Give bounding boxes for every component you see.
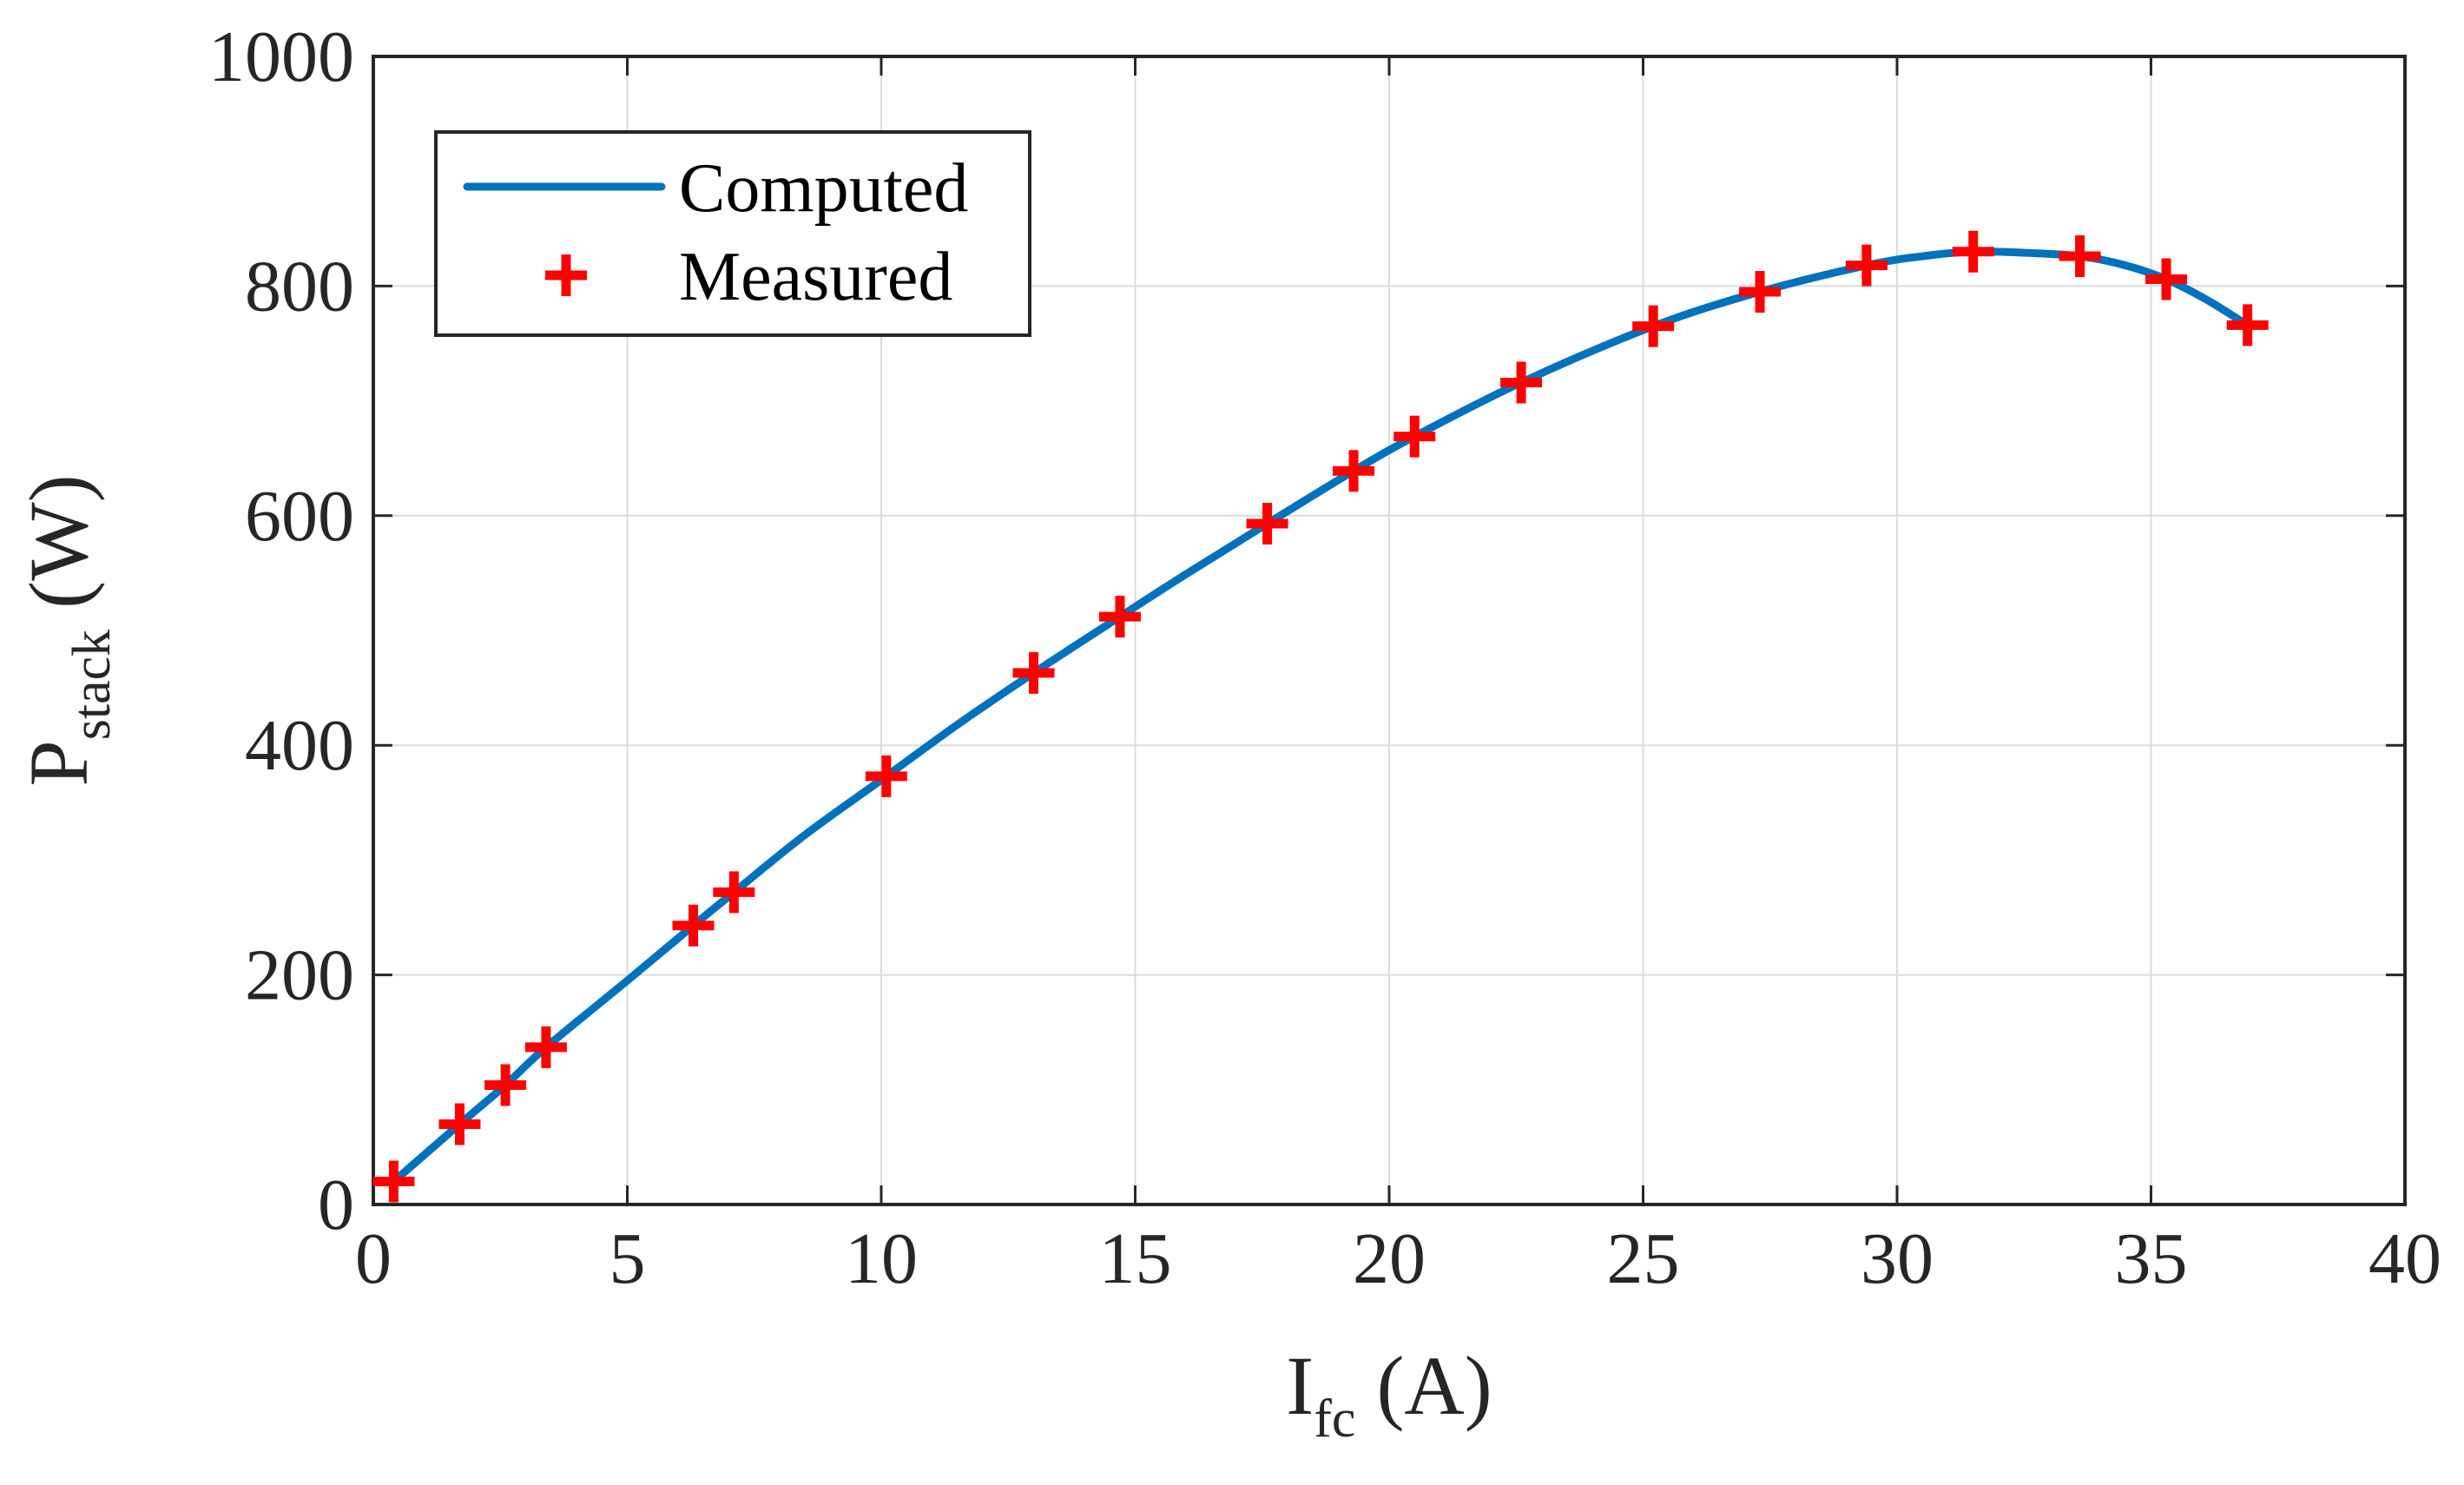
measured-point xyxy=(1632,305,1675,347)
y-axis-label: Pstack (W) xyxy=(12,474,122,786)
measured-point xyxy=(1098,596,1141,638)
legend-measured-label: Measured xyxy=(679,239,952,315)
measured-point xyxy=(2059,235,2101,278)
y-tick-label: 1000 xyxy=(208,16,354,97)
measured-point xyxy=(1500,361,1543,404)
plot-series xyxy=(372,230,2269,1203)
measured-point xyxy=(524,1026,567,1068)
y-axis-label-main: P xyxy=(12,740,105,786)
legend-box xyxy=(434,130,1031,337)
x-axis-label-unit: (A) xyxy=(1355,1339,1492,1432)
measured-point xyxy=(865,755,907,797)
measured-point xyxy=(1739,271,1782,314)
x-tick-label: 5 xyxy=(609,1218,646,1299)
measured-point xyxy=(1246,503,1288,545)
y-tick-label: 0 xyxy=(318,1165,354,1245)
measured-point xyxy=(1393,415,1436,458)
legend-computed-label: Computed xyxy=(679,150,968,227)
measured-point xyxy=(2145,258,2188,300)
measured-point xyxy=(1012,651,1055,694)
legend-measured-marker xyxy=(545,254,587,296)
grid xyxy=(373,56,2405,1204)
y-tick-label: 600 xyxy=(245,476,354,557)
x-tick-label: 35 xyxy=(2115,1218,2188,1299)
x-tick-label: 40 xyxy=(2368,1218,2441,1299)
x-tick-label: 30 xyxy=(1861,1218,1934,1299)
measured-point xyxy=(672,904,715,947)
y-axis-label-sub: stack xyxy=(63,630,122,740)
x-tick-label: 25 xyxy=(1607,1218,1680,1299)
x-axis-label-main: I xyxy=(1286,1339,1314,1432)
legend-measured-swatch xyxy=(545,254,587,296)
y-tick-label: 200 xyxy=(245,935,354,1016)
x-axis-label-sub: fc xyxy=(1314,1389,1355,1449)
measured-point xyxy=(1845,244,1888,287)
measured-point xyxy=(438,1103,481,1145)
y-axis-label-unit: (W) xyxy=(12,474,105,630)
x-axis-label: Ifc (A) xyxy=(1286,1339,1492,1449)
measured-point xyxy=(1333,450,1375,492)
legend: Computed Measured xyxy=(434,130,1031,337)
measured-point xyxy=(1952,230,1994,273)
x-tick-label: 15 xyxy=(1099,1218,1172,1299)
x-tick-label: 20 xyxy=(1353,1218,1426,1299)
measured-point xyxy=(484,1064,527,1106)
measured-point xyxy=(2226,304,2269,346)
x-tick-label: 0 xyxy=(355,1218,392,1299)
measured-point xyxy=(372,1160,415,1203)
measured-point xyxy=(713,871,755,914)
y-tick-label: 800 xyxy=(245,246,354,327)
x-tick-label: 10 xyxy=(845,1218,918,1299)
y-tick-label: 400 xyxy=(245,705,354,786)
